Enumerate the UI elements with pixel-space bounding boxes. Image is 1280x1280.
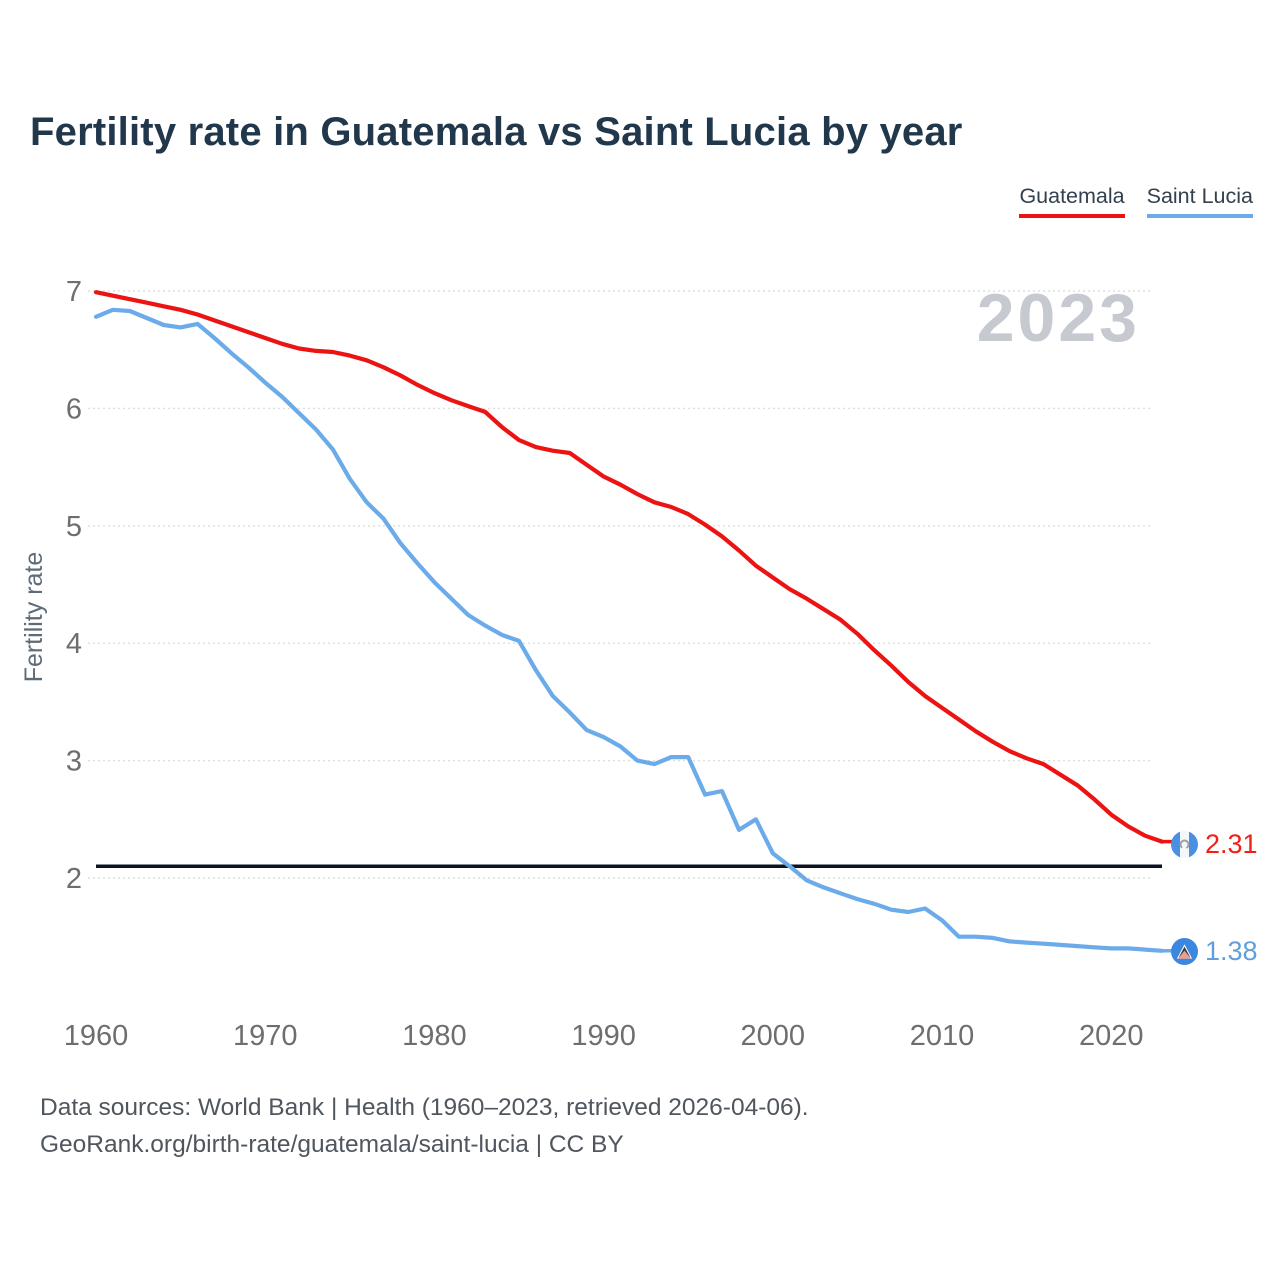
footer-attribution: GeoRank.org/birth-rate/guatemala/saint-l…	[40, 1131, 624, 1158]
saint-lucia-flag-icon	[1171, 938, 1198, 965]
legend-item-saint-lucia[interactable]: Saint Lucia	[1146, 184, 1253, 218]
y-tick-label: 7	[66, 276, 82, 308]
y-tick-label: 3	[66, 746, 82, 778]
y-axis-title: Fertility rate	[20, 552, 48, 683]
x-tick-label: 1980	[402, 1020, 467, 1052]
legend-item-guatemala[interactable]: Guatemala	[1019, 184, 1125, 218]
y-tick-label: 2	[66, 863, 82, 895]
x-tick-label: 1990	[571, 1020, 636, 1052]
guatemala-flag-icon	[1171, 831, 1198, 858]
saint-lucia-end-value: 1.38	[1205, 936, 1258, 966]
footer: Data sources: World Bank | Health (1960–…	[40, 1089, 809, 1163]
x-tick-label: 2000	[741, 1020, 806, 1052]
series-line-saint-lucia	[93, 307, 1165, 953]
y-tick-label: 5	[66, 511, 82, 543]
guatemala-end-value: 2.31	[1205, 829, 1258, 859]
guatemala-end-label: 2.31	[1171, 829, 1258, 860]
x-tick-label: 1970	[233, 1020, 298, 1052]
y-tick-label: 6	[66, 393, 82, 425]
x-tick-label: 2010	[910, 1020, 975, 1052]
chart-legend: Guatemala Saint Lucia	[1019, 184, 1253, 218]
footer-data-sources: Data sources: World Bank | Health (1960–…	[40, 1094, 809, 1121]
y-tick-label: 4	[66, 628, 82, 660]
saint-lucia-end-label: 1.38	[1171, 936, 1258, 967]
x-tick-label: 2020	[1079, 1020, 1144, 1052]
page-title: Fertility rate in Guatemala vs Saint Luc…	[30, 110, 963, 154]
watermark-year: 2023	[977, 280, 1140, 356]
series-line-guatemala	[93, 290, 1165, 844]
x-tick-label: 1960	[64, 1020, 129, 1052]
